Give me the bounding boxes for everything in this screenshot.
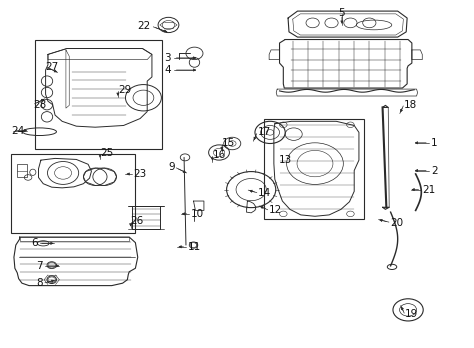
Text: 22: 22 — [138, 21, 151, 31]
Text: 13: 13 — [279, 155, 292, 165]
Text: 21: 21 — [423, 184, 436, 195]
Text: 28: 28 — [33, 100, 46, 110]
Text: 18: 18 — [404, 100, 417, 110]
Text: 12: 12 — [269, 205, 283, 215]
Text: 24: 24 — [11, 126, 24, 136]
Text: 26: 26 — [131, 216, 144, 226]
Text: 3: 3 — [164, 53, 171, 63]
Text: 4: 4 — [164, 65, 171, 75]
Bar — [264, 119, 364, 219]
Text: 9: 9 — [168, 162, 174, 172]
Text: 25: 25 — [100, 148, 113, 158]
Text: 6: 6 — [31, 238, 37, 248]
Text: 5: 5 — [338, 8, 345, 18]
Text: 15: 15 — [222, 138, 235, 148]
Text: 27: 27 — [46, 62, 59, 72]
Text: 7: 7 — [36, 261, 43, 271]
Text: 8: 8 — [36, 278, 43, 288]
Text: 19: 19 — [405, 309, 418, 319]
Text: 17: 17 — [257, 127, 271, 137]
Text: 20: 20 — [391, 218, 404, 228]
Bar — [35, 40, 162, 149]
Text: 23: 23 — [133, 169, 146, 179]
Text: 2: 2 — [431, 166, 438, 175]
Bar — [17, 164, 27, 177]
Text: 11: 11 — [187, 242, 201, 252]
Text: 29: 29 — [118, 85, 131, 95]
Text: 1: 1 — [431, 138, 438, 148]
Text: 14: 14 — [258, 188, 272, 198]
Text: 16: 16 — [212, 150, 226, 160]
Text: 10: 10 — [191, 209, 204, 219]
Bar — [11, 154, 135, 233]
